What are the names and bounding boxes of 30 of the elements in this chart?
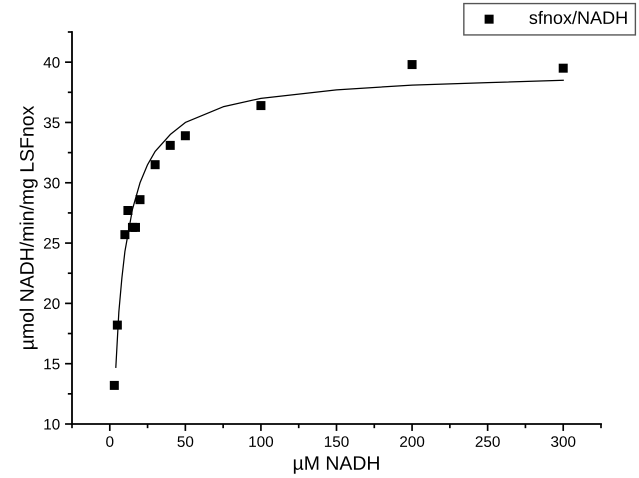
- point: [136, 195, 145, 204]
- y-tick-label: 10: [44, 418, 60, 430]
- x-tick-label: 250: [476, 436, 500, 448]
- x-tick-label: 200: [400, 436, 424, 448]
- point: [256, 101, 266, 110]
- y-tick-label: 30: [44, 178, 60, 188]
- y-axis-title: µmol NADH/min/mg LSFnox: [20, 106, 38, 349]
- y-tick-label: 25: [44, 238, 60, 249]
- point: [120, 230, 130, 240]
- point: [110, 380, 119, 390]
- y-tick-label: 35: [44, 117, 60, 128]
- x-tick-label: 50: [177, 436, 194, 448]
- point: [123, 206, 132, 216]
- point: [112, 320, 122, 330]
- y-tick-label: 40: [44, 57, 60, 68]
- line-series: [115, 80, 564, 368]
- x-tick-label: 0: [106, 436, 114, 448]
- x-tick-label: 300: [551, 436, 576, 448]
- point: [130, 222, 140, 232]
- point: [166, 140, 175, 150]
- point: [558, 64, 568, 73]
- x-tick-label: 100: [249, 436, 274, 448]
- y-tick-label: 15: [44, 358, 60, 370]
- point: [150, 160, 160, 170]
- point: [408, 60, 417, 70]
- point: [180, 131, 190, 140]
- x-axis-title: µM NADH: [294, 456, 379, 474]
- y-tick-label: 20: [44, 298, 60, 310]
- legend-label: sfnox/NADH: [529, 10, 627, 24]
- x-tick-label: 150: [324, 436, 349, 448]
